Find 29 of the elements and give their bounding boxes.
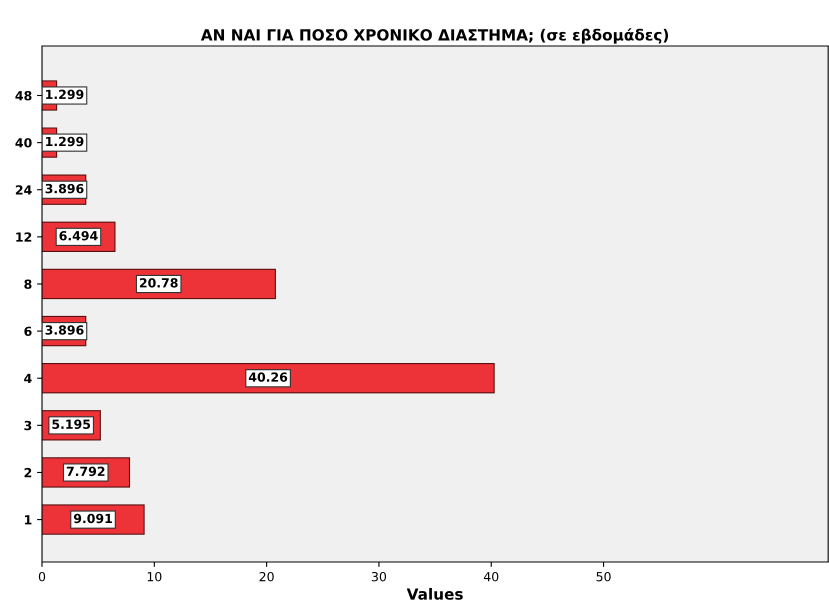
y-tick-label: 3 (24, 420, 32, 430)
x-axis-title: Values (406, 588, 463, 600)
y-tick-label: 2 (24, 468, 32, 478)
x-tick-label: 50 (596, 572, 611, 582)
data-label: 3.896 (46, 325, 84, 335)
y-tick-label: 6 (24, 326, 32, 336)
data-label: 6.494 (59, 231, 98, 240)
x-tick-label: 40 (484, 572, 498, 582)
data-label: 7.792 (66, 466, 104, 476)
x-tick-label: 0 (38, 572, 46, 582)
data-label: 1.299 (46, 136, 84, 146)
y-tick-label: 12 (16, 232, 32, 242)
data-label: 40.26 (248, 372, 288, 382)
chart-title: ΑΝ ΝΑΙ ΓΙΑ ΠΟΣΟ ΧΡΟΝΙΚΟ ΔΙΑΣΤΗΜΑ; (σε εβδομάδες) (200, 28, 668, 44)
data-label: 1.299 (46, 90, 84, 100)
y-tick-label: 48 (15, 90, 32, 100)
y-tick-label: 40 (15, 138, 32, 148)
data-label: 5.195 (52, 420, 90, 429)
data-label: 3.896 (46, 184, 84, 194)
y-tick-label: 1 (24, 515, 32, 524)
data-label: 20.78 (140, 278, 178, 288)
x-tick-label: 20 (260, 572, 274, 582)
y-tick-label: 24 (16, 185, 32, 194)
x-tick-label: 10 (148, 572, 162, 582)
bar (42, 363, 495, 394)
y-tick-label: 8 (24, 279, 32, 289)
y-tick-label: 4 (24, 374, 32, 383)
x-tick-label: 30 (372, 572, 386, 582)
data-label: 9.091 (74, 514, 112, 524)
